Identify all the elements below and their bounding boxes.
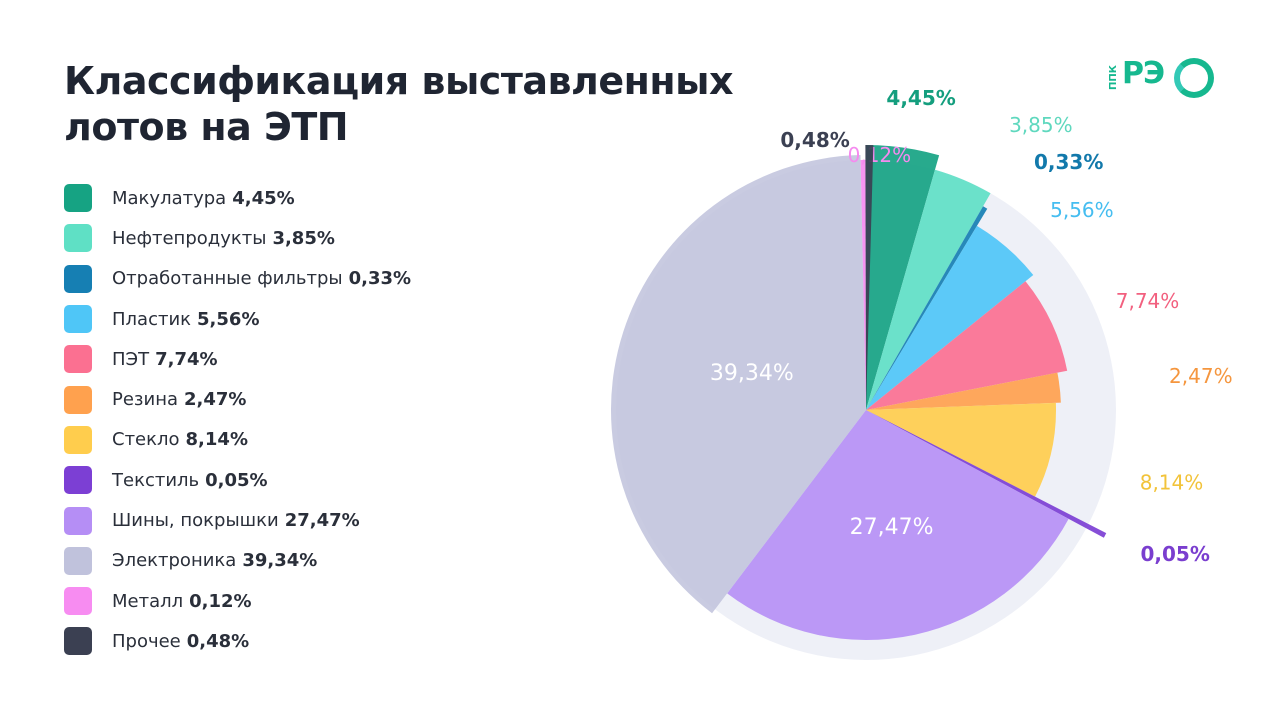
pie-data-label: 3,85% [1009,113,1073,137]
legend-value: 3,85% [272,227,335,249]
legend-item: Нефтепродукты 3,85% [64,218,411,258]
legend-swatch [64,345,92,374]
legend-label: Прочее [112,630,181,652]
pie-slice [866,206,988,410]
legend-item: Макулатура 4,45% [64,178,411,218]
legend-swatch [64,224,92,253]
pie-chart: 4,45% 3,85% 0,33% 5,56% 7,74% 2,47% 8,14% 0,05%… [610,86,1233,660]
pie-slice [860,160,866,410]
legend-label: Текстиль [112,469,200,491]
legend-item: Отработанные фильтры 0,33% [64,259,411,299]
pie-data-label: 27,47% [850,515,934,540]
legend-item: Шины, покрышки 27,47% [64,500,411,540]
chart-legend: Макулатура 4,45% Нефтепродукты 3,85% Отраб… [64,178,411,662]
legend-label: Металл [112,590,184,612]
legend-swatch [64,184,92,213]
legend-item: Пластик 5,56% [64,299,411,339]
legend-label: Пластик [112,308,192,330]
legend-value: 2,47% [184,389,247,411]
pie-slice [866,145,940,410]
legend-item: Текстиль 0,05% [64,460,411,500]
legend-label: Нефтепродукты [112,227,267,249]
pie-data-label: 2,47% [1169,364,1233,388]
legend-value: 8,14% [185,429,248,451]
pie-slice [865,145,874,410]
legend-item: Стекло 8,14% [64,420,411,460]
legend-label: Шины, покрышки [112,510,279,532]
legend-swatch [64,546,92,575]
pie-data-label: 5,56% [1050,198,1114,222]
legend-label: Макулатура [112,187,227,209]
legend-swatch [64,587,92,616]
pie-data-label: 0,05% [1140,542,1209,566]
legend-item: Резина 2,47% [64,379,411,419]
legend-label: Стекло [112,429,180,451]
legend-label: ПЭТ [112,348,150,370]
pie-slice [866,402,1056,497]
pie-slice [866,225,1034,410]
legend-label: Отработанные фильтры [112,268,343,290]
pie-slice [727,410,1069,640]
legend-value: 39,34% [242,550,318,572]
pie-slice [610,155,866,614]
pie-data-label: 0,33% [1034,150,1103,174]
legend-item: Металл 0,12% [64,581,411,621]
legend-swatch [64,385,92,414]
legend-value: 0,48% [186,630,250,652]
pie-data-label: 8,14% [1140,470,1204,494]
legend-swatch [64,627,92,656]
pie-slice [866,410,1107,538]
pie-data-label: 0,48% [780,128,849,152]
pie-data-label: 4,45% [886,86,955,110]
legend-value: 0,05% [205,469,268,491]
pie-slice [866,281,1068,410]
pie-slice [866,169,991,410]
legend-label: Резина [112,389,178,411]
logo-ring-icon [1174,58,1214,98]
legend-value: 4,45% [232,187,295,209]
pie-slice [866,372,1061,410]
legend-swatch [64,506,92,535]
legend-value: 27,47% [284,510,360,532]
legend-swatch [64,264,92,293]
legend-swatch [64,466,92,495]
legend-value: 7,74% [155,348,218,370]
brand-logo: ППК РЭ [1108,52,1220,102]
legend-item: Электроника 39,34% [64,541,411,581]
legend-value: 0,33% [348,268,412,290]
pie-data-label: 39,34% [710,361,794,386]
page-title: Классификация выставленных лотов на ЭТП [64,59,734,149]
legend-value: 5,56% [197,308,260,330]
logo-mark-text: РЭ [1122,56,1165,91]
pie-data-label: 7,74% [1116,289,1180,313]
legend-swatch [64,305,92,334]
pie-data-label: 0,12% [848,143,912,167]
legend-label: Электроника [112,550,237,572]
legend-value: 0,12% [189,590,252,612]
legend-swatch [64,425,92,454]
legend-item: ПЭТ 7,74% [64,339,411,379]
legend-item: Прочее 0,48% [64,621,411,661]
